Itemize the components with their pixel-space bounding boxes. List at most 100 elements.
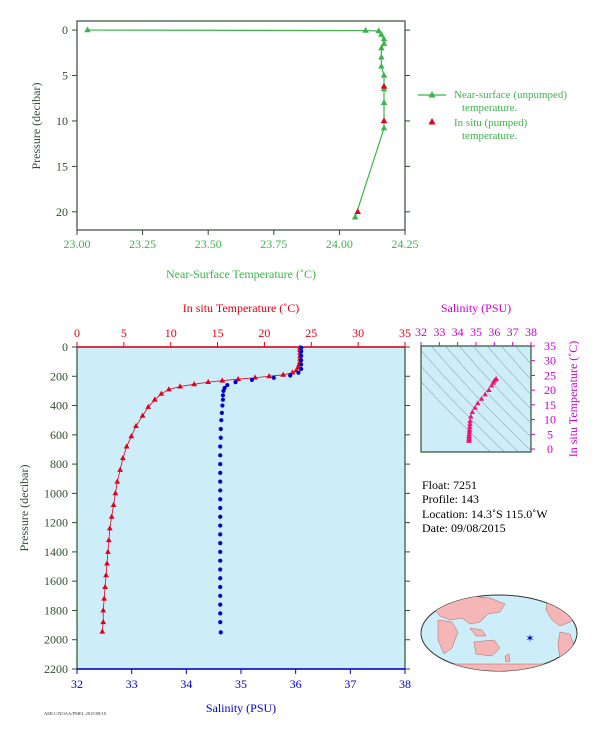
- temperature-point: [235, 376, 242, 382]
- near-surface-point: [380, 124, 388, 131]
- temp-tick-label: 15: [212, 326, 224, 340]
- top-x-tick-label: 24.00: [326, 237, 353, 251]
- main-ticks: 0 5 10 15 20 25 30 35 32 33 34 35 36 37 38 0 200 400 600 80…: [44, 326, 411, 691]
- near-surface-point: [378, 53, 385, 60]
- top-series-group: [84, 26, 388, 220]
- ts-point: [466, 426, 473, 432]
- top-y-tick-label: 15: [56, 159, 68, 173]
- top-y-tick-label: 10: [56, 114, 68, 128]
- salinity-point: [218, 497, 223, 502]
- legend-marker-near-surface: [428, 91, 436, 98]
- temperature-point: [117, 466, 123, 472]
- profile-number: Profile: 143: [422, 492, 479, 506]
- density-contour: [487, 346, 531, 395]
- ts-temp-tick-label: 5: [547, 427, 553, 441]
- sal-tick-label: 38: [399, 677, 411, 691]
- near-surface-temperature-chart: 23.00 23.25 23.50 23.75 24.00 24.25 05101520 …: [29, 20, 567, 281]
- ts-temp-tick-label: 30: [544, 354, 556, 368]
- map-africa: [437, 619, 459, 655]
- density-contour: [421, 349, 519, 452]
- float-number: Float: 7251: [422, 478, 477, 492]
- temp-tick-label: 10: [165, 326, 177, 340]
- depth-tick-label: 1400: [44, 545, 68, 559]
- temp-tick-label: 25: [305, 326, 317, 340]
- top-plot-frame: [76, 20, 406, 231]
- density-contour: [421, 365, 505, 452]
- ts-sal-tick-label: 33: [433, 325, 445, 339]
- salinity-point: [233, 380, 238, 385]
- top-y-ticks: 0 5 10 15 20: [56, 23, 410, 219]
- salinity-point: [299, 358, 304, 363]
- salinity-point: [296, 370, 301, 375]
- salinity-point: [218, 435, 223, 440]
- temp-tick-label: 30: [352, 326, 364, 340]
- ts-salinity-axis-label: Salinity (PSU): [441, 301, 511, 315]
- near-surface-point: [351, 213, 359, 220]
- main-plot-frame: [76, 346, 406, 670]
- ts-sal-tick-label: 34: [452, 325, 464, 339]
- near-surface-point: [84, 26, 91, 33]
- sal-tick-label: 32: [71, 677, 83, 691]
- ts-sal-tick-label: 35: [470, 325, 482, 339]
- density-contour: [501, 346, 531, 380]
- in-situ-point: [354, 208, 362, 214]
- float-location-marker: ✶: [525, 633, 534, 645]
- salinity-point: [218, 453, 223, 458]
- salinity-point: [219, 418, 224, 423]
- salinity-point: [218, 602, 223, 607]
- sal-tick-label: 35: [235, 677, 247, 691]
- main-series-group: [99, 344, 304, 635]
- temperature-point: [128, 433, 135, 439]
- depth-tick-label: 800: [50, 457, 68, 471]
- ts-sal-tick-label: 32: [415, 325, 427, 339]
- salinity-point: [218, 479, 223, 484]
- depth-tick-label: 0: [62, 340, 68, 354]
- profile-chart: 0 5 10 15 20 25 30 35 32 33 34 35 36 37 38 0 200 400 600 80…: [17, 301, 411, 715]
- temp-tick-label: 5: [121, 326, 127, 340]
- salinity-point: [299, 366, 304, 372]
- temperature-point: [105, 548, 111, 554]
- near-surface-point: [378, 44, 385, 51]
- top-x-tick-label: 23.00: [64, 237, 91, 251]
- ts-point: [486, 387, 492, 392]
- main-salinity-axis-label: Salinity (PSU): [206, 701, 276, 715]
- in-situ-point: [380, 117, 388, 124]
- legend-in-situ-label: In situ (pumped): [454, 117, 528, 129]
- salinity-point: [218, 611, 223, 616]
- temperature-point: [280, 371, 287, 377]
- ts-temp-tick-label: 15: [544, 398, 556, 412]
- ts-point: [467, 418, 473, 423]
- legend-in-situ-label-2: temperature.: [462, 130, 518, 142]
- salinity-point: [288, 373, 293, 378]
- temperature-point: [266, 373, 272, 379]
- salinity-point: [218, 461, 223, 467]
- salinity-point: [218, 593, 223, 598]
- ts-temp-tick-label: 25: [544, 368, 556, 382]
- top-y-tick-label: 20: [56, 205, 68, 219]
- near-surface-point: [378, 31, 385, 37]
- density-contour: [421, 381, 491, 452]
- depth-tick-label: 1200: [44, 516, 68, 530]
- top-y-tick-label: 5: [62, 69, 68, 83]
- location-map: ✶: [420, 594, 578, 672]
- footer-credit: AMLC/NOAA/PMEL 2015/08/10: [44, 711, 107, 716]
- density-contour: [431, 346, 531, 451]
- depth-tick-label: 2000: [44, 633, 68, 647]
- salinity-point: [218, 541, 223, 546]
- temperature-point: [102, 583, 108, 589]
- ts-point: [482, 391, 488, 397]
- near-surface-point: [380, 99, 388, 105]
- ts-point: [493, 375, 499, 381]
- ts-point: [472, 404, 478, 410]
- main-y-axis-label: Pressure (decibar): [17, 465, 31, 552]
- depth-tick-label: 600: [50, 428, 68, 442]
- temp-tick-label: 20: [258, 326, 270, 340]
- salinity-point: [299, 345, 304, 350]
- salinity-point: [218, 470, 223, 475]
- temperature-point: [104, 560, 110, 566]
- profile-date: Date: 09/08/2015: [422, 521, 506, 535]
- ts-point: [467, 423, 473, 429]
- near-surface-point: [378, 62, 385, 69]
- temperature-point: [205, 378, 212, 385]
